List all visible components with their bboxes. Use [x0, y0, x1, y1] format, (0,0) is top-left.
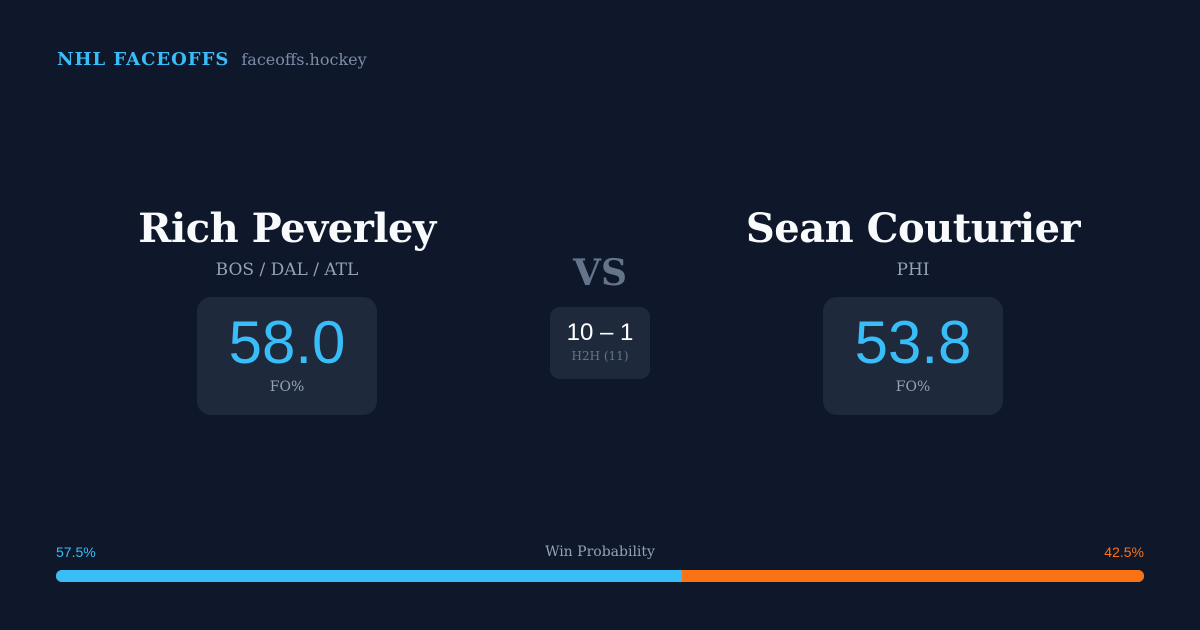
player-teams: BOS / DAL / ATL: [215, 260, 359, 280]
fo-label: FO%: [269, 379, 305, 395]
p1-win-prob: 57.5%: [56, 544, 96, 560]
fo-card: 58.0 FO%: [196, 297, 378, 415]
fo-percentage: 53.8: [854, 309, 972, 376]
brand-header: NHL FACEOFFS faceoffs.hockey: [57, 49, 367, 70]
brand-url: faceoffs.hockey: [241, 50, 367, 69]
h2h-label: H2H (11): [571, 349, 629, 363]
win-prob-bar: [56, 570, 1144, 582]
fo-label: FO%: [895, 379, 931, 395]
h2h-card: 10 – 1 H2H (11): [550, 307, 650, 379]
win-prob-label: Win Probability: [545, 544, 655, 560]
brand-title: NHL FACEOFFS: [57, 49, 230, 70]
h2h-score: 10 – 1: [566, 319, 634, 346]
player-teams: PHI: [896, 260, 930, 280]
player-name: Rich Peverley: [138, 205, 436, 252]
player-right: Sean Couturier PHI 53.8 FO%: [713, 205, 1113, 415]
player-name: Sean Couturier: [745, 205, 1081, 252]
vs-label: VS: [573, 252, 627, 294]
fo-card: 53.8 FO%: [822, 297, 1004, 415]
player-left: Rich Peverley BOS / DAL / ATL 58.0 FO%: [87, 205, 487, 415]
p2-win-prob: 42.5%: [1104, 544, 1144, 560]
fo-percentage: 58.0: [228, 309, 346, 376]
p2-win-segment: [681, 570, 1144, 582]
p1-win-segment: [56, 570, 682, 582]
